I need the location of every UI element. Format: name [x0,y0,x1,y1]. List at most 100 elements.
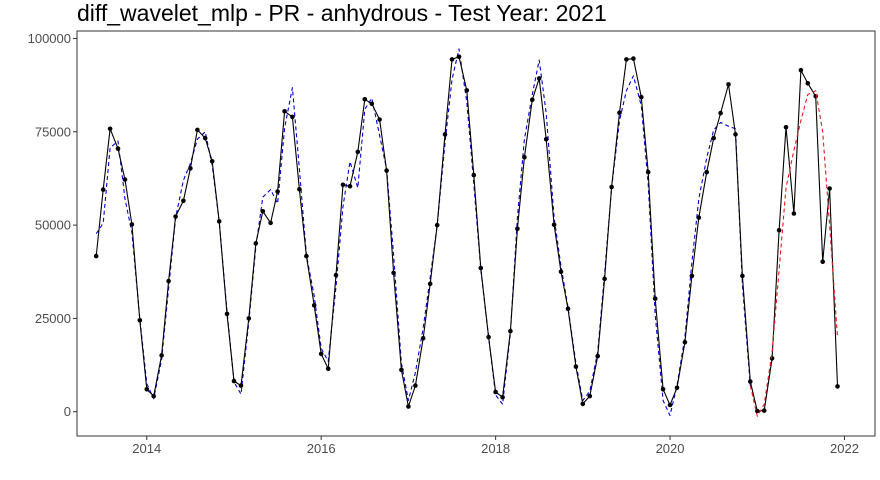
data-point-actual [129,222,135,227]
data-point-actual [667,402,673,408]
data-point-actual [602,276,607,282]
chart-title: diff_wavelet_mlp - PR - anhydrous - Test… [77,0,607,26]
data-point-actual [748,379,753,384]
data-point-actual [471,172,477,178]
data-point-actual [399,367,404,373]
data-point-actual [711,135,716,141]
data-point-actual [369,101,375,107]
data-point-actual [253,241,259,246]
data-point-actual [434,222,440,228]
plot-panel [76,30,876,437]
data-point-actual [776,228,782,233]
data-point-actual [464,88,470,93]
data-point-actual [820,259,825,265]
y-tick-label: 25000 [35,311,71,326]
data-point-actual [515,226,520,232]
data-point-actual [159,353,164,358]
data-point-actual [246,316,252,321]
data-point-actual [580,401,586,407]
data-point-actual [231,378,237,384]
data-point-actual [660,387,666,392]
data-point-actual [639,94,644,100]
data-point-actual [297,187,302,192]
data-point-actual [166,278,171,284]
series-line-forecast [749,90,839,417]
data-point-actual [493,389,498,395]
data-point-actual [689,273,695,279]
data-point-actual [718,110,723,116]
data-point-actual [609,184,614,190]
data-point-actual [406,404,411,409]
data-point-actual [362,97,368,102]
data-point-actual [173,214,178,219]
y-tick-label: 0 [64,404,71,419]
data-point-actual [355,149,361,155]
data-point-actual [347,184,353,189]
data-point-actual [558,269,564,275]
data-point-actual [268,220,273,226]
data-point-actual [238,383,244,388]
data-point-actual [682,340,688,345]
data-point-actual [181,198,186,204]
data-point-actual [645,169,651,175]
data-point-actual [551,222,557,227]
data-point-actual [798,67,804,73]
data-point-actual [216,219,222,224]
y-tick-label: 50000 [35,218,71,233]
data-point-actual [188,166,193,171]
data-point-actual [696,215,702,220]
data-point-actual [733,132,738,137]
data-point-actual [151,393,156,399]
data-point-actual [565,306,571,312]
data-point-actual [304,253,309,259]
data-point-actual [325,366,331,372]
data-point-actual [536,76,542,81]
x-axis: 2014 2016 2018 2020 2022 [132,436,859,456]
y-tick-label: 100000 [28,31,71,46]
data-point-actual [587,393,593,399]
data-point-actual [805,81,811,86]
x-tick-label: 2018 [481,441,510,456]
data-point-actual [522,154,527,160]
data-point-actual [384,168,389,173]
data-point-actual [318,351,324,357]
x-tick-label: 2016 [307,441,336,456]
data-point-actual [427,281,433,287]
data-point-actual [413,383,418,388]
x-tick-label: 2022 [830,441,859,456]
data-point-actual [282,109,287,114]
data-point-actual [202,135,208,141]
data-point-actual [290,114,295,120]
data-point-actual [617,110,622,115]
data-point-actual [674,385,680,391]
data-point-actual [740,273,745,279]
data-point-actual [478,265,484,271]
data-point-actual [508,328,513,334]
data-point-actual [333,272,339,278]
series-layer [93,48,840,417]
data-point-actual [761,408,767,413]
data-point-actual [442,132,448,137]
data-point-actual [827,186,832,191]
data-point-actual [340,182,346,188]
data-point-actual [486,334,491,340]
y-axis: 0 25000 50000 75000 100000 [28,31,77,419]
data-point-actual [726,82,731,87]
data-point-actual [93,253,99,259]
data-point-actual [107,126,113,132]
data-point-actual [543,136,549,142]
data-point-actual [420,335,426,341]
data-point-actual [704,169,709,175]
data-point-actual [122,177,128,182]
data-point-actual [275,189,280,194]
data-point-actual [449,57,455,62]
data-point-actual [835,384,840,389]
data-point-actual [391,270,396,276]
data-point-actual [783,125,789,130]
data-point-actual [137,318,143,323]
data-point-actual [144,387,150,392]
data-point-actual [624,57,629,62]
data-point-actual [224,311,230,317]
y-tick-label: 75000 [35,124,71,139]
